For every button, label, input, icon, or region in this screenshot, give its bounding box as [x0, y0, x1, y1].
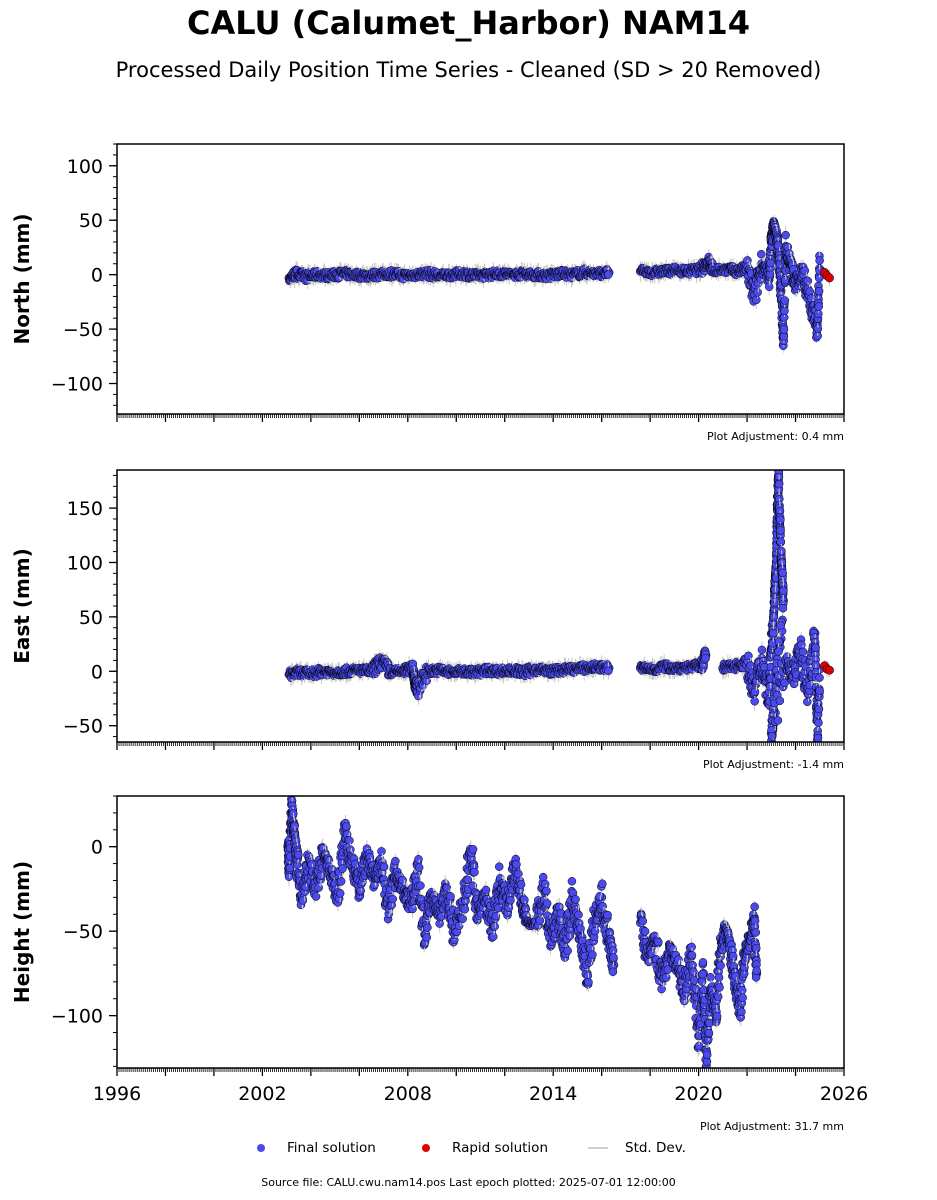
series-rapid: [820, 267, 834, 287]
plot-area-east: [284, 459, 834, 742]
data-point: [776, 526, 785, 535]
data-point: [778, 603, 788, 613]
data-point: [814, 302, 824, 311]
data-point: [769, 628, 778, 638]
data-point: [779, 586, 788, 596]
data-point: [800, 266, 810, 275]
data-point: [814, 286, 824, 296]
data-point: [757, 249, 766, 259]
data-point: [781, 230, 790, 240]
data-point: [776, 537, 785, 546]
page-title: CALU (Calumet_Harbor) NAM14: [187, 4, 750, 42]
plot-area-north: [284, 214, 834, 353]
series-final: [284, 459, 825, 742]
data-point: [766, 258, 775, 268]
data-point: [775, 459, 783, 467]
data-point: [780, 306, 789, 316]
data-point: [701, 653, 710, 663]
y-tick-label: 0: [91, 265, 103, 287]
data-point: [774, 479, 784, 489]
panel-north: 100 50 0 −50 −100 North (mm) Plot Adjustment: …: [10, 143, 845, 443]
y-axis-title: North (mm): [10, 213, 34, 344]
y-tick-label: −100: [51, 374, 103, 396]
data-point: [604, 666, 613, 676]
data-point: [778, 568, 787, 578]
data-point: [815, 256, 824, 265]
data-point: [776, 515, 785, 525]
data-point: [805, 287, 814, 296]
data-point: [774, 647, 783, 656]
data-point: [773, 241, 783, 250]
series-final: [284, 214, 825, 353]
y-tick-label: 50: [79, 210, 103, 232]
page-subtitle: Processed Daily Position Time Series - C…: [115, 58, 822, 82]
data-point: [753, 288, 762, 297]
plot-adjustment-label: Plot Adjustment: 0.4 mm: [707, 430, 844, 443]
data-point: [604, 270, 613, 279]
data-point: [776, 621, 786, 630]
data-point: [780, 296, 790, 305]
y-tick-label: −50: [63, 319, 103, 341]
data-point: [779, 325, 789, 334]
data-point: [752, 295, 761, 305]
data-point: [750, 687, 760, 697]
data-point: [757, 645, 767, 655]
y-tick-label: 100: [67, 156, 103, 178]
data-point: [825, 273, 834, 283]
